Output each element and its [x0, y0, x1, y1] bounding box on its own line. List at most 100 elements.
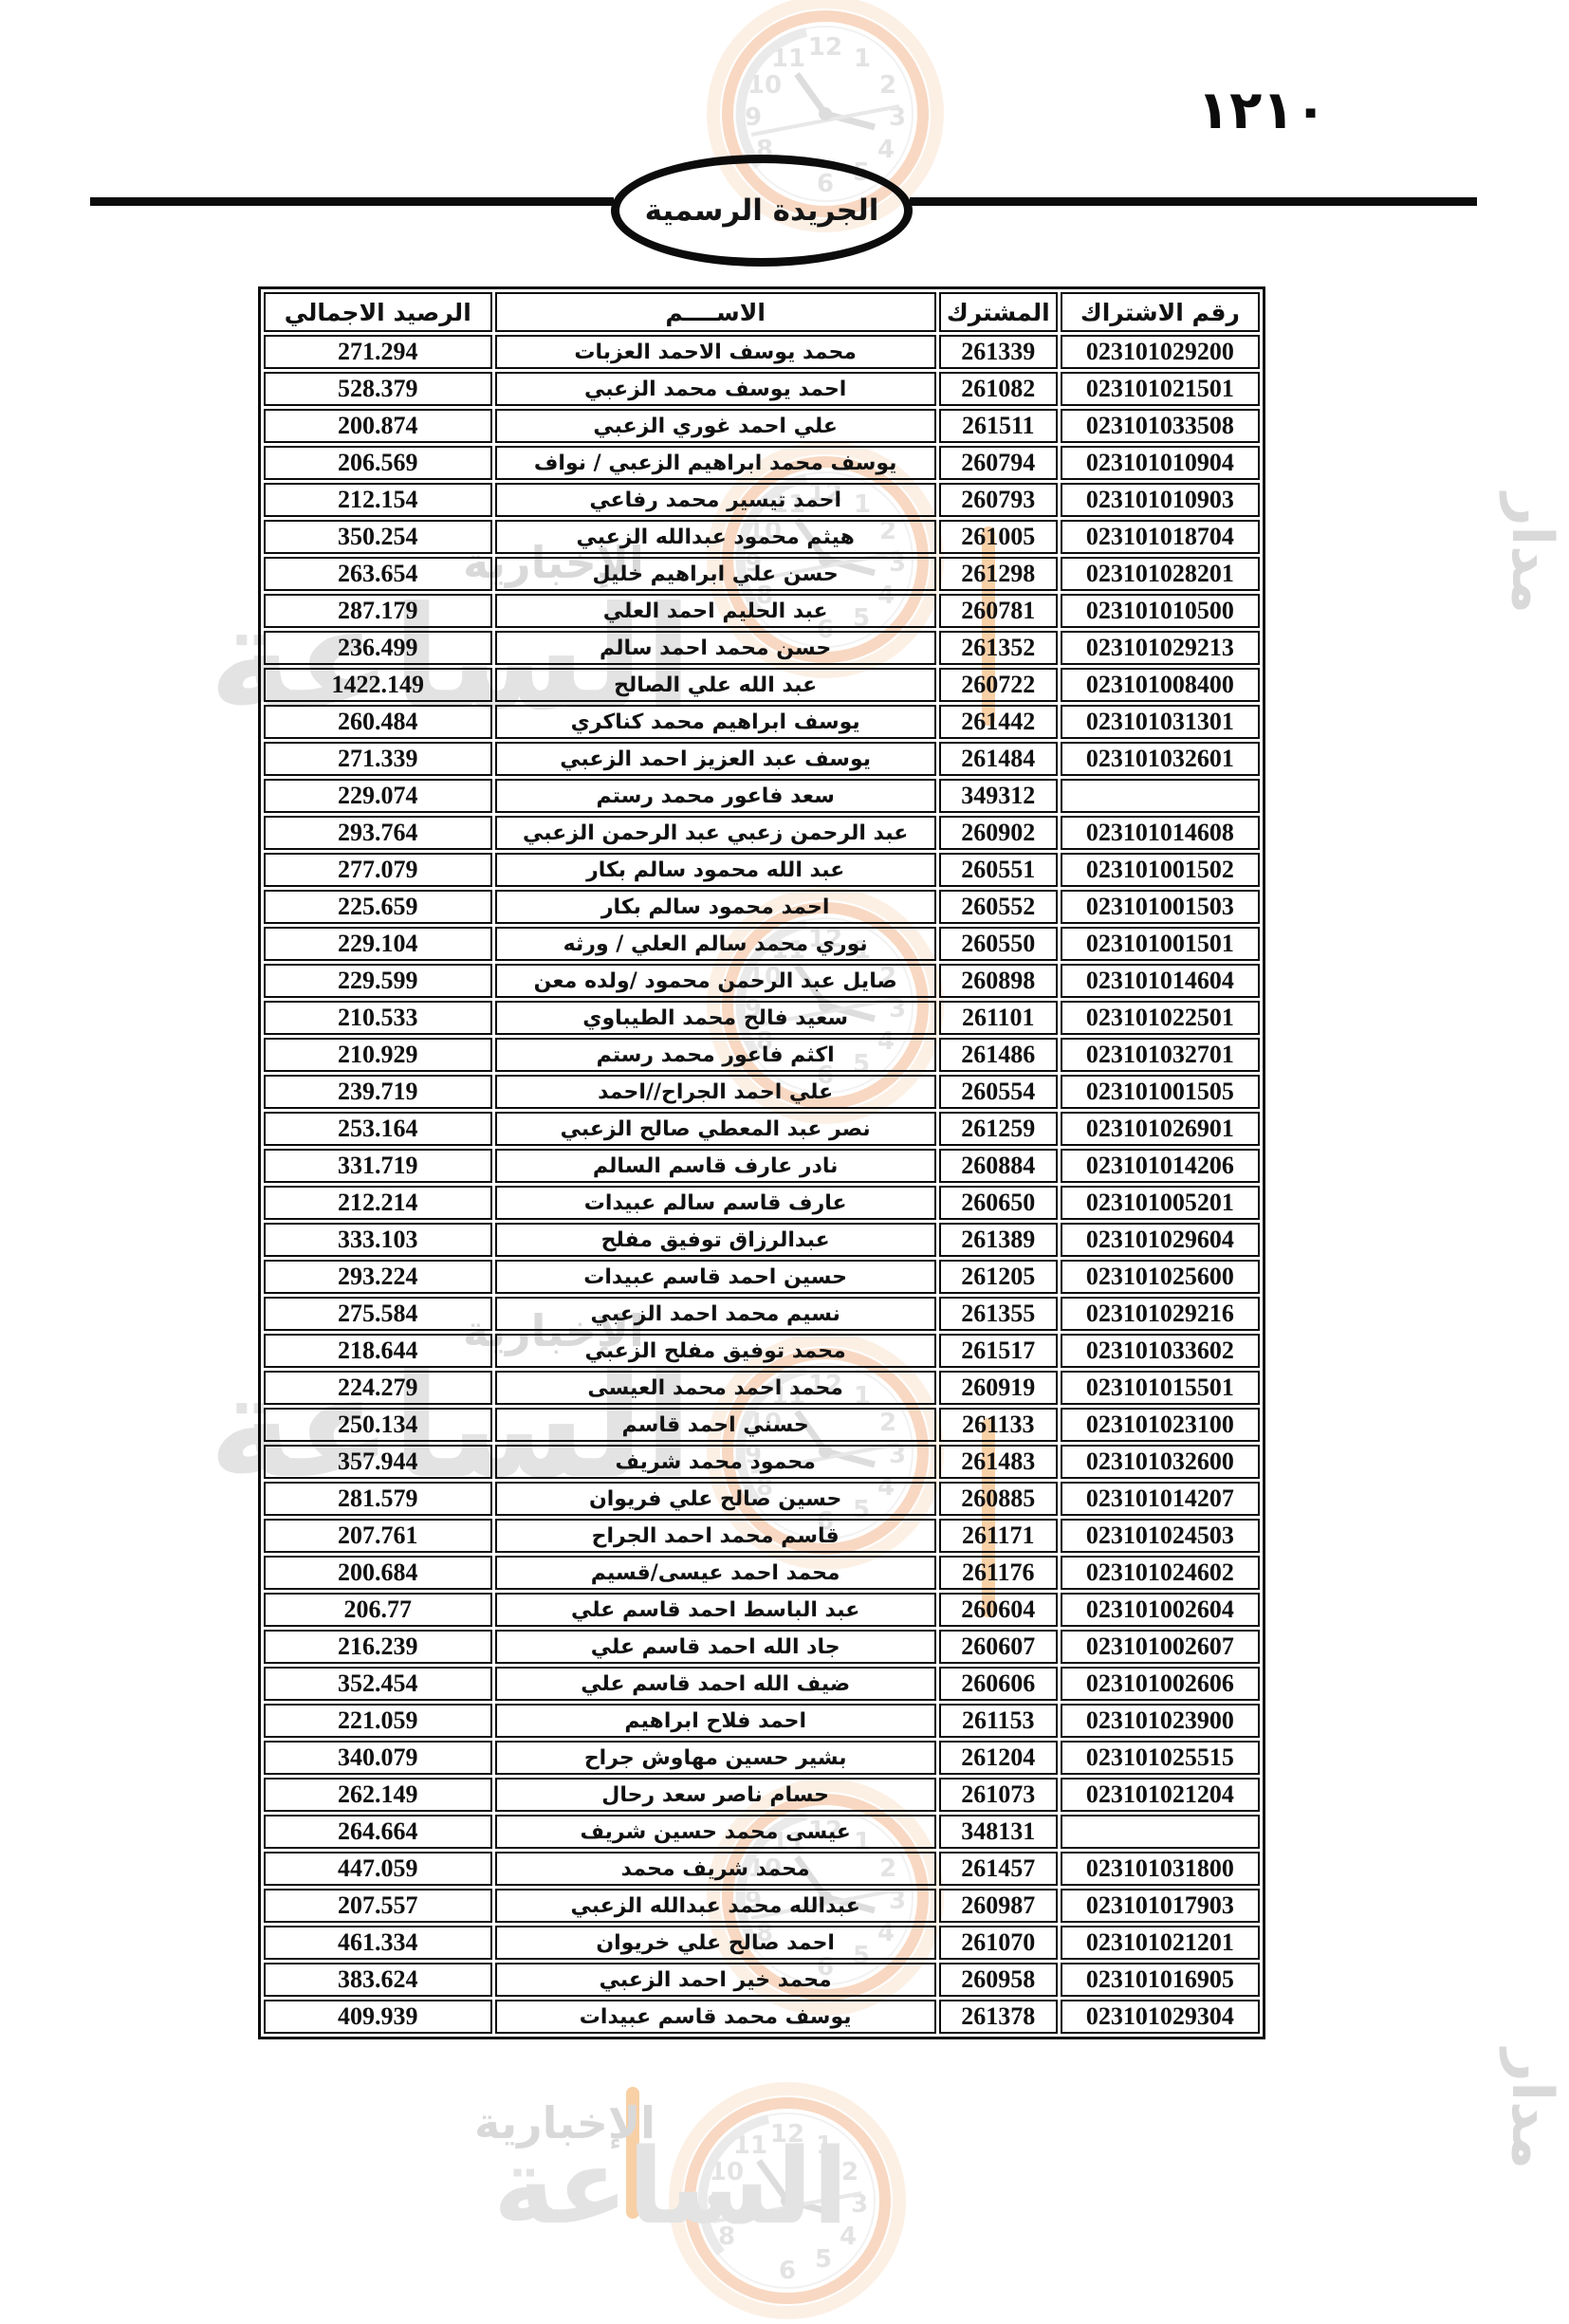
- cell-subscription-no: 023101031800: [1060, 1852, 1260, 1886]
- cell-subscriber: 261171: [938, 1519, 1058, 1553]
- cell-subscription-no: 023101022501: [1060, 1001, 1260, 1035]
- table-row: 023101024602 261176 محمد احمد عيسى/قسيم 200…: [264, 1556, 1260, 1590]
- cell-balance: 281.579: [264, 1482, 492, 1516]
- cell-subscriber: 261484: [938, 742, 1058, 776]
- cell-subscription-no: 023101024602: [1060, 1556, 1260, 1590]
- cell-subscriber: 260607: [938, 1630, 1058, 1664]
- cell-subscriber: 261259: [938, 1112, 1058, 1146]
- cell-balance: 263.654: [264, 557, 492, 591]
- cell-subscription-no: 023101021501: [1060, 372, 1260, 406]
- cell-balance: 350.254: [264, 520, 492, 554]
- cell-balance: 528.379: [264, 372, 492, 406]
- cell-subscription-no: 023101018704: [1060, 520, 1260, 554]
- cell-name: عبد الباسط احمد قاسم علي: [494, 1593, 936, 1627]
- watermark-text-madar: مدار: [1499, 493, 1565, 614]
- cell-balance: 212.214: [264, 1186, 492, 1220]
- cell-subscriber: 348131: [938, 1815, 1058, 1849]
- table-row: 023101032701 261486 اكثم فاعور محمد رستم 21…: [264, 1038, 1260, 1072]
- column-header-balance: الرصيد الاجمالي: [264, 292, 492, 332]
- page-number: ١٢١٠: [1197, 80, 1327, 141]
- cell-balance: 212.154: [264, 483, 492, 517]
- cell-balance: 210.533: [264, 1001, 492, 1035]
- cell-balance: 200.874: [264, 409, 492, 443]
- cell-name: هيثم محمود عبدالله الزعبي: [494, 520, 936, 554]
- cell-balance: 239.719: [264, 1075, 492, 1109]
- table-row: 023101025600 261205 حسين احمد قاسم عبيدات 2…: [264, 1260, 1260, 1294]
- cell-subscriber: 261355: [938, 1297, 1058, 1331]
- table-row: 023101029200 261339 محمد يوسف الاحمد العزب…: [264, 335, 1260, 369]
- cell-subscriber: 261176: [938, 1556, 1058, 1590]
- table-row: 023101032601 261484 يوسف عبد العزيز احمد ا…: [264, 742, 1260, 776]
- cell-subscriber: 261153: [938, 1704, 1058, 1738]
- table-row: 023101001503 260552 احمد محمود سالم بكار 22…: [264, 890, 1260, 924]
- cell-subscriber: 261442: [938, 705, 1058, 739]
- table-row: 023101029213 261352 حسن محمد احمد سالم 236.…: [264, 631, 1260, 665]
- cell-name: عيسى محمد حسين شريف: [494, 1815, 936, 1849]
- cell-subscriber: 261483: [938, 1445, 1058, 1479]
- cell-balance: 293.224: [264, 1260, 492, 1294]
- table-row: 023101022501 261101 سعيد فالح محمد الطيباو…: [264, 1001, 1260, 1035]
- cell-balance: 447.059: [264, 1852, 492, 1886]
- cell-balance: 287.179: [264, 594, 492, 628]
- cell-subscriber: 260884: [938, 1149, 1058, 1183]
- cell-balance: 206.77: [264, 1593, 492, 1627]
- cell-subscription-no: 023101033602: [1060, 1334, 1260, 1368]
- cell-name: ضيف الله احمد قاسم علي: [494, 1667, 936, 1701]
- cell-subscriber: 260781: [938, 594, 1058, 628]
- cell-subscription-no: 023101028201: [1060, 557, 1260, 591]
- cell-name: عارف قاسم سالم عبيدات: [494, 1186, 936, 1220]
- watermark-text-madar: مدار: [1499, 2049, 1565, 2169]
- cell-balance: 260.484: [264, 705, 492, 739]
- cell-name: نادر عارف قاسم السالم: [494, 1149, 936, 1183]
- cell-subscriber: 261339: [938, 335, 1058, 369]
- table-row: 023101002607 260607 جاد الله احمد قاسم علي…: [264, 1630, 1260, 1664]
- cell-balance: 210.929: [264, 1038, 492, 1072]
- cell-subscriber: 261457: [938, 1852, 1058, 1886]
- cell-name: عبدالله محمد عبدالله الزعبي: [494, 1889, 936, 1923]
- cell-subscriber: 260722: [938, 668, 1058, 702]
- cell-subscription-no: 023101014608: [1060, 816, 1260, 850]
- cell-balance: 250.134: [264, 1408, 492, 1442]
- table-row: 023101023100 261133 حسني احمد قاسم 250.134: [264, 1408, 1260, 1442]
- cell-subscriber: 261082: [938, 372, 1058, 406]
- cell-subscriber: 261389: [938, 1223, 1058, 1257]
- cell-subscription-no: [1060, 1815, 1260, 1849]
- cell-subscriber: 260550: [938, 927, 1058, 961]
- cell-subscription-no: 023101010903: [1060, 483, 1260, 517]
- cell-subscriber: 260604: [938, 1593, 1058, 1627]
- cell-subscription-no: 023101029200: [1060, 335, 1260, 369]
- table-row: 023101032600 261483 محمود محمد شريف 357.944: [264, 1445, 1260, 1479]
- cell-subscription-no: 023101021204: [1060, 1778, 1260, 1812]
- cell-subscription-no: 023101023100: [1060, 1408, 1260, 1442]
- orange-bar-watermark: [626, 2087, 639, 2219]
- cell-name: عبد الرحمن زعبي عبد الرحمن الزعبي: [494, 816, 936, 850]
- cell-subscription-no: 023101016905: [1060, 1963, 1260, 1997]
- cell-subscriber: 260898: [938, 964, 1058, 998]
- cell-balance: 409.939: [264, 2000, 492, 2034]
- cell-name: محمد شريف محمد: [494, 1852, 936, 1886]
- cell-balance: 229.599: [264, 964, 492, 998]
- cell-name: احمد يوسف محمد الزعبي: [494, 372, 936, 406]
- table-row: 023101021501 261082 احمد يوسف محمد الزعبي 5…: [264, 372, 1260, 406]
- cell-subscription-no: 023101010904: [1060, 446, 1260, 480]
- table-row: 023101026901 261259 نصر عبد المعطي صالح ال…: [264, 1112, 1260, 1146]
- cell-balance: 264.664: [264, 1815, 492, 1849]
- header-rule-left: [90, 197, 614, 206]
- table-row: 023101001501 260550 نوري محمد سالم العلي /…: [264, 927, 1260, 961]
- cell-subscriber: 261073: [938, 1778, 1058, 1812]
- table-row: 023101021201 261070 احمد صالح علي خريوان 46…: [264, 1926, 1260, 1960]
- cell-name: محمد يوسف الاحمد العزبات: [494, 335, 936, 369]
- cell-subscriber: 261133: [938, 1408, 1058, 1442]
- cell-balance: 236.499: [264, 631, 492, 665]
- cell-subscription-no: 023101033508: [1060, 409, 1260, 443]
- cell-subscriber: 261298: [938, 557, 1058, 591]
- cell-balance: 262.149: [264, 1778, 492, 1812]
- cell-subscription-no: 023101025600: [1060, 1260, 1260, 1294]
- cell-balance: 277.079: [264, 853, 492, 887]
- header-rule-right: [910, 197, 1477, 206]
- table-row: 023101010903 260793 احمد تيسير محمد رفاعي 2…: [264, 483, 1260, 517]
- table-row: 023101010904 260794 يوسف محمد ابراهيم الزع…: [264, 446, 1260, 480]
- cell-subscription-no: 023101032600: [1060, 1445, 1260, 1479]
- table-row: 023101015501 260919 محمد احمد محمد العيسى 2…: [264, 1371, 1260, 1405]
- clock-watermark: [664, 2077, 911, 2324]
